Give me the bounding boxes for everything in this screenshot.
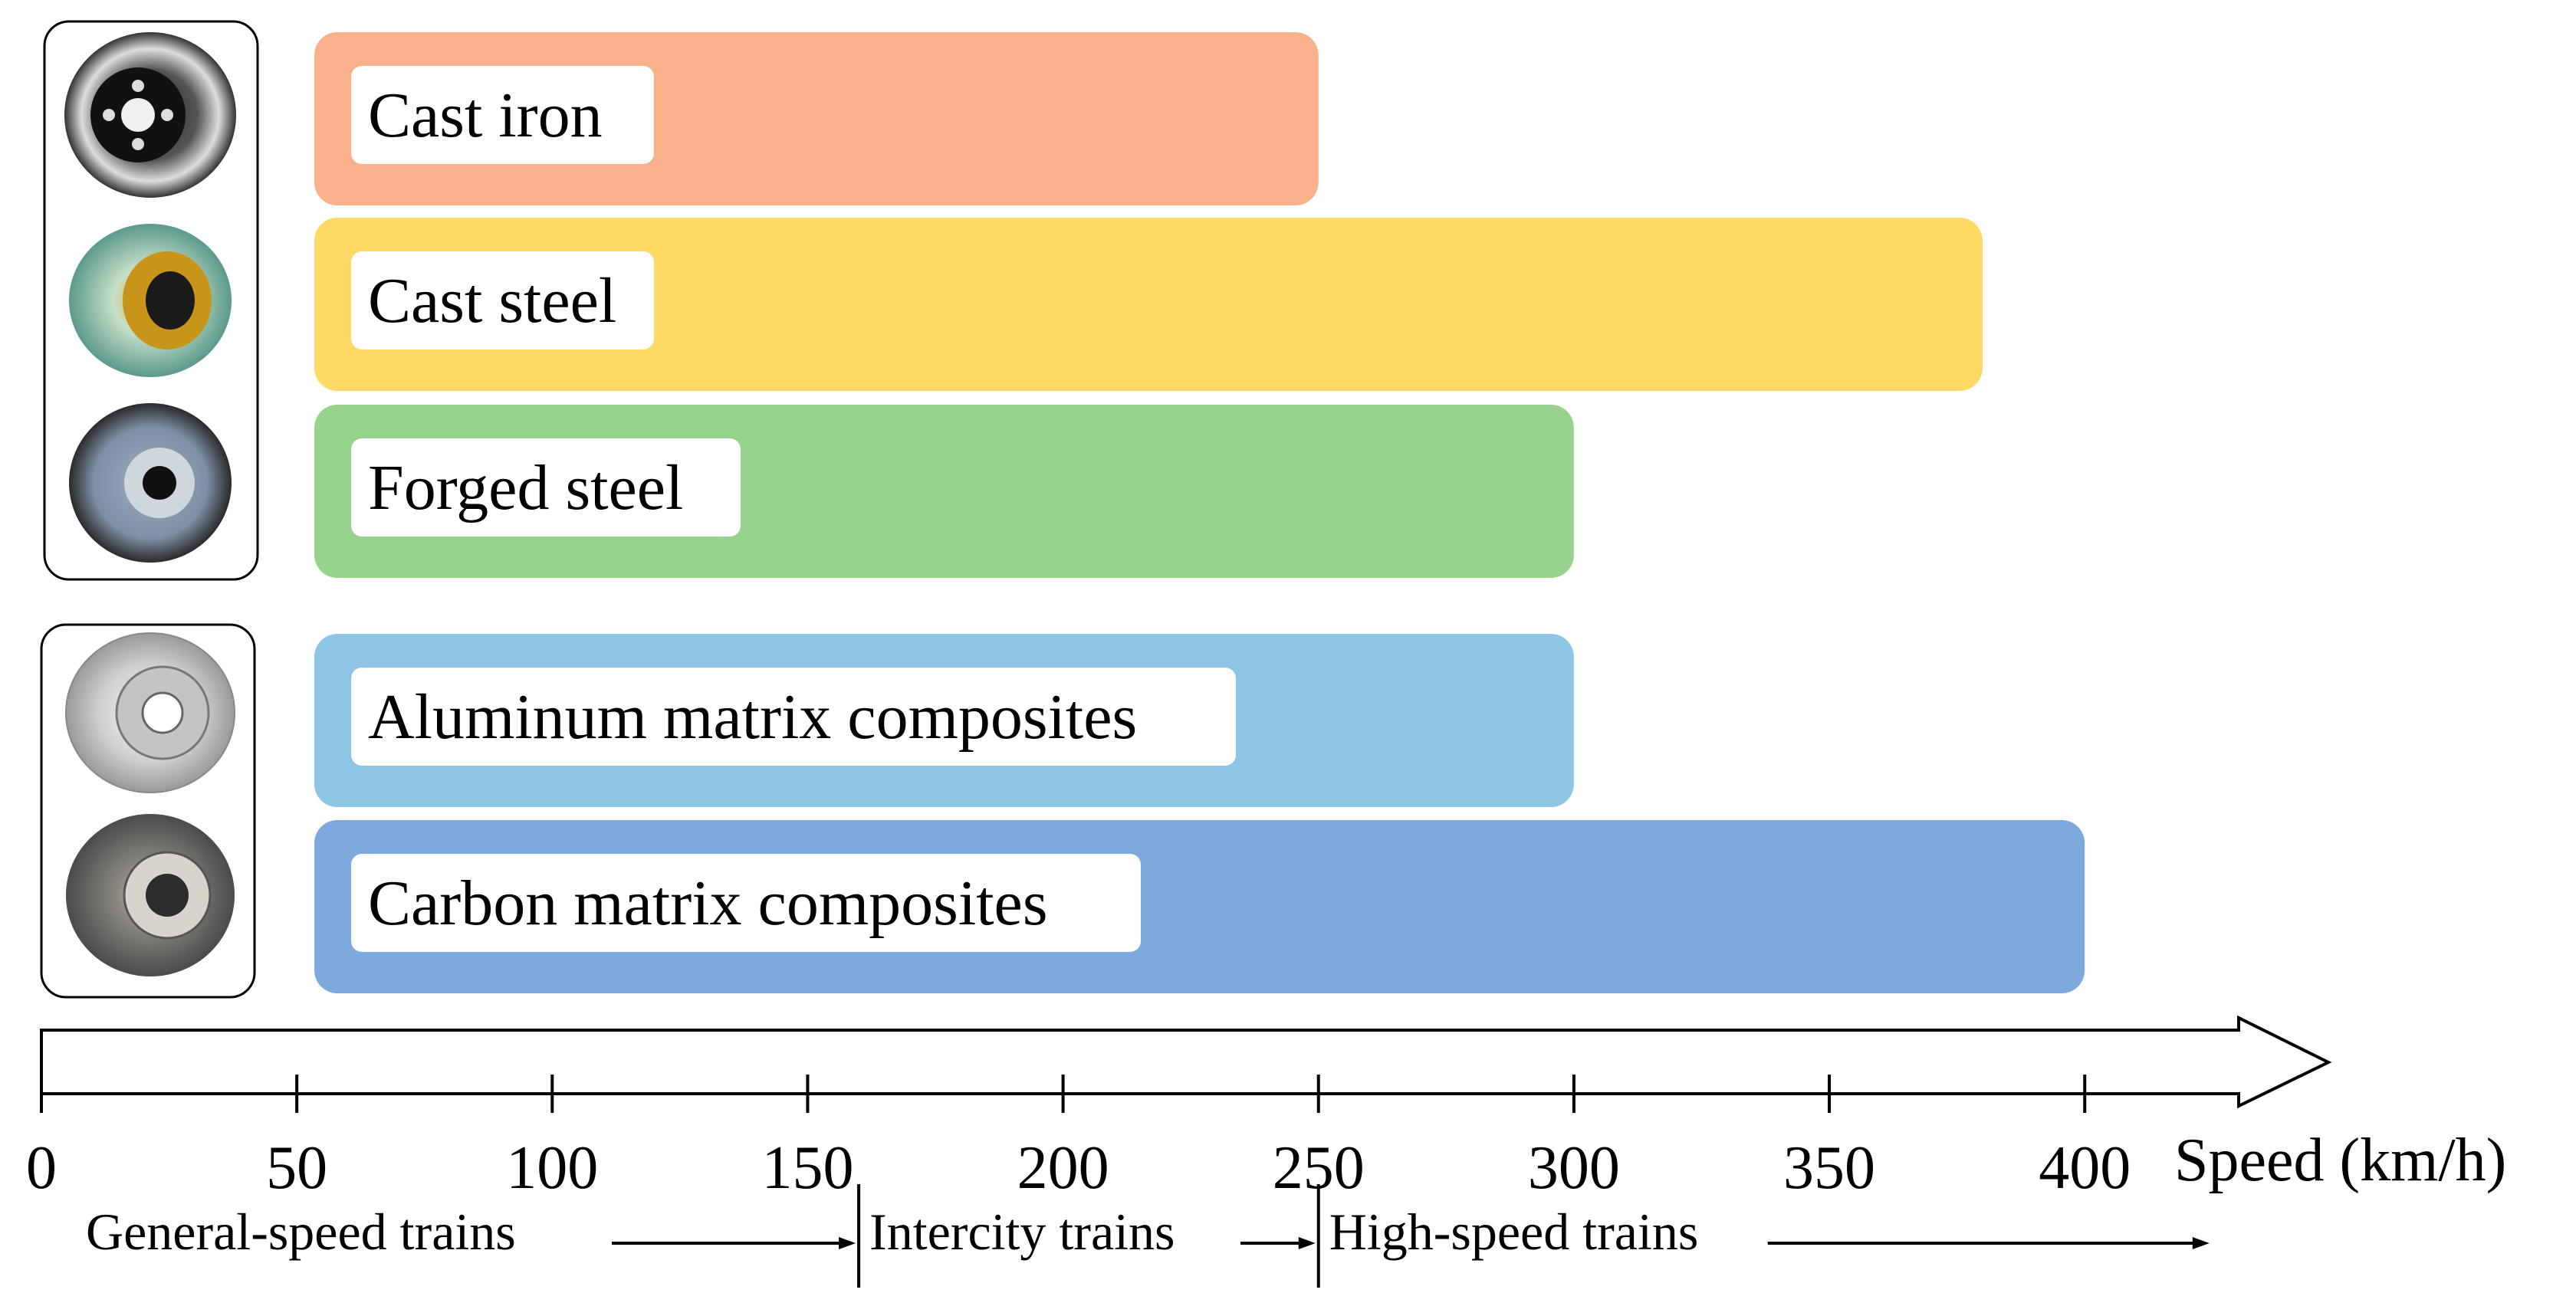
carbon-composite-brake-disc-icon: [66, 814, 235, 976]
bar-cast-steel: [314, 218, 1983, 391]
bar-label-box-cast-steel: [351, 251, 654, 350]
icon-group-box-composites: [40, 623, 256, 999]
range-arrowhead-general-speed-trains: [839, 1237, 856, 1249]
x-tick-label-350: 350: [1783, 1134, 1875, 1202]
bar-label-box-aluminum-matrix-composites: [351, 668, 1236, 766]
x-tick-label-100: 100: [506, 1134, 598, 1202]
cast-iron-brake-disc-icon: [64, 32, 236, 198]
bar-label-box-forged-steel: [351, 438, 741, 537]
range-arrowhead-high-speed-trains: [2192, 1237, 2210, 1249]
icon-group-box-metals: [43, 20, 259, 581]
range-arrowhead-intercity-trains: [1298, 1237, 1316, 1249]
speed-axis-arrow: [40, 1015, 2332, 1109]
x-tick-label-300: 300: [1528, 1134, 1620, 1202]
x-axis-label: Speed (km/h): [2174, 1127, 2506, 1194]
bar-label-carbon-matrix-composites: Carbon matrix composites: [368, 868, 1048, 939]
bar-label-cast-iron: Cast iron: [368, 80, 603, 151]
aluminum-composite-brake-disc-icon: [65, 632, 235, 793]
range-label-general-speed-trains: General-speed trains: [86, 1203, 516, 1261]
x-tick-label-50: 50: [266, 1134, 327, 1202]
bar-label-forged-steel: Forged steel: [368, 452, 683, 523]
x-tick-label-200: 200: [1017, 1134, 1109, 1202]
x-tick-label-0: 0: [26, 1134, 57, 1202]
x-tick-label-150: 150: [761, 1134, 853, 1202]
bar-label-aluminum-matrix-composites: Aluminum matrix composites: [368, 681, 1137, 753]
range-label-intercity-trains: Intercity trains: [869, 1203, 1175, 1261]
bar-label-box-carbon-matrix-composites: [351, 854, 1141, 952]
cast-steel-brake-disc-icon: [69, 224, 232, 377]
bar-label-cast-steel: Cast steel: [368, 265, 616, 336]
x-tick-label-400: 400: [2039, 1134, 2131, 1202]
bar-label-box-cast-iron: [351, 66, 654, 164]
range-label-high-speed-trains: High-speed trains: [1329, 1203, 1699, 1261]
forged-steel-brake-disc-icon: [69, 403, 232, 563]
